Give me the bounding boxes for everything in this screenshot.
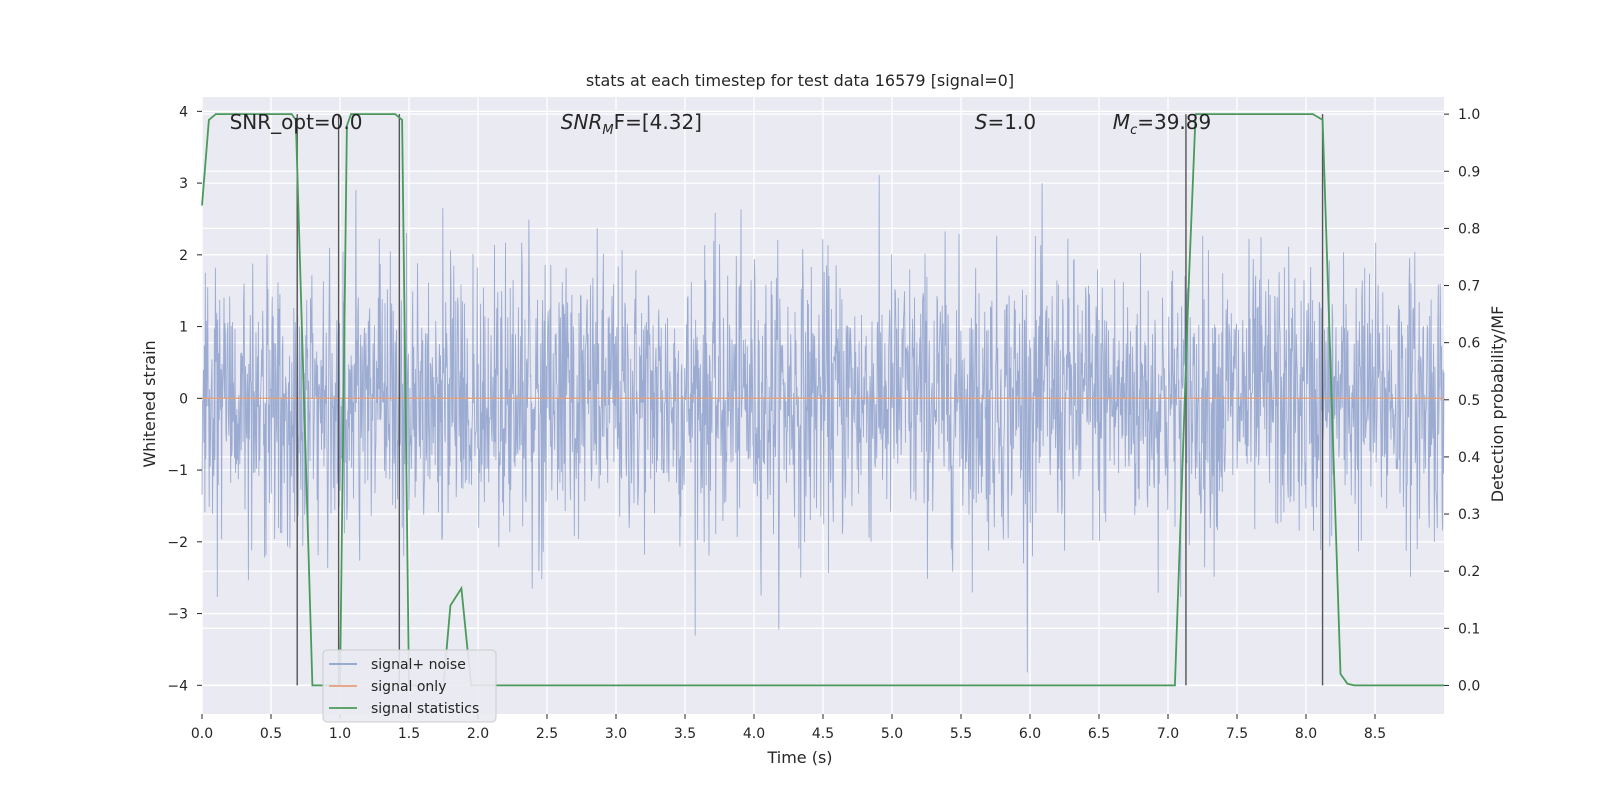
x-tick-label: 7.0 [1157, 726, 1179, 742]
annotation-tail: =39.89 [1137, 110, 1211, 134]
annotation-main: M [1113, 110, 1130, 134]
series-line-signal-noise [201, 175, 1445, 673]
annotation-tail: F=[4.32] [614, 110, 702, 134]
annotation-text: SNR_opt=0.0 [230, 110, 363, 134]
x-tick-label: 1.0 [329, 726, 351, 742]
y-tick-label: −4 [167, 678, 188, 694]
annotation-tail: =1.0 [988, 110, 1037, 134]
y2-tick-label: 0.0 [1458, 678, 1480, 694]
x-tick-label: 6.0 [1019, 726, 1041, 742]
y2-tick-label: 0.9 [1458, 164, 1480, 180]
x-tick-label: 8.0 [1295, 726, 1317, 742]
x-tick-label: 4.0 [743, 726, 765, 742]
y-tick-label: 4 [179, 104, 188, 120]
annotation-text: SNRMF=[4.32] [561, 110, 702, 138]
x-tick-label: 2.0 [467, 726, 489, 742]
y-axis-label: Whitened strain [140, 340, 159, 467]
y-tick-label: −3 [167, 607, 188, 623]
legend-label: signal+ noise [371, 657, 466, 673]
annotation-text: S=1.0 [975, 110, 1036, 134]
annotation-subscript: M [602, 123, 613, 138]
x-tick-label: 5.5 [950, 726, 972, 742]
y-tick-label: 0 [179, 391, 188, 407]
x-tick-label: 8.5 [1364, 726, 1386, 742]
y2-tick-label: 0.3 [1458, 507, 1480, 523]
legend-label: signal statistics [371, 701, 479, 717]
y2-tick-label: 0.1 [1458, 621, 1480, 637]
x-tick-label: 1.5 [398, 726, 420, 742]
x-tick-label: 6.5 [1088, 726, 1110, 742]
legend-box [322, 649, 497, 723]
y2-tick-label: 0.4 [1458, 450, 1480, 466]
x-axis-label: Time (s) [766, 748, 832, 767]
x-tick-label: 4.5 [812, 726, 834, 742]
x-tick-label: 2.5 [536, 726, 558, 742]
chart-title: stats at each timestep for test data 165… [586, 71, 1014, 90]
y2-tick-label: 0.6 [1458, 336, 1480, 352]
y-tick-label: 1 [179, 320, 188, 336]
annotation-main: SNR_opt=0.0 [230, 110, 363, 134]
legend-label: signal only [371, 679, 446, 695]
y2-tick-label: 0.2 [1458, 564, 1480, 580]
x-tick-label: 7.5 [1226, 726, 1248, 742]
x-tick-label: 5.0 [881, 726, 903, 742]
y2-tick-label: 0.8 [1458, 221, 1480, 237]
y2-axis-label: Detection probability/MF [1488, 306, 1507, 503]
x-tick-label: 0.0 [191, 726, 213, 742]
annotation-text: Mc=39.89 [1113, 110, 1211, 138]
y-tick-label: 2 [179, 248, 188, 264]
y-tick-label: −1 [167, 463, 188, 479]
y2-tick-label: 0.5 [1458, 393, 1480, 409]
y2-tick-label: 1.0 [1458, 107, 1480, 123]
y-tick-label: −2 [167, 535, 188, 551]
x-tick-label: 3.5 [674, 726, 696, 742]
annotation-main: SNR [561, 110, 603, 134]
annotation-main: S [975, 110, 988, 134]
annotation-subscript: c [1130, 123, 1137, 138]
x-tick-label: 3.0 [605, 726, 627, 742]
y-tick-label: 3 [179, 176, 188, 192]
x-tick-label: 0.5 [260, 726, 282, 742]
y2-tick-label: 0.7 [1458, 279, 1480, 295]
